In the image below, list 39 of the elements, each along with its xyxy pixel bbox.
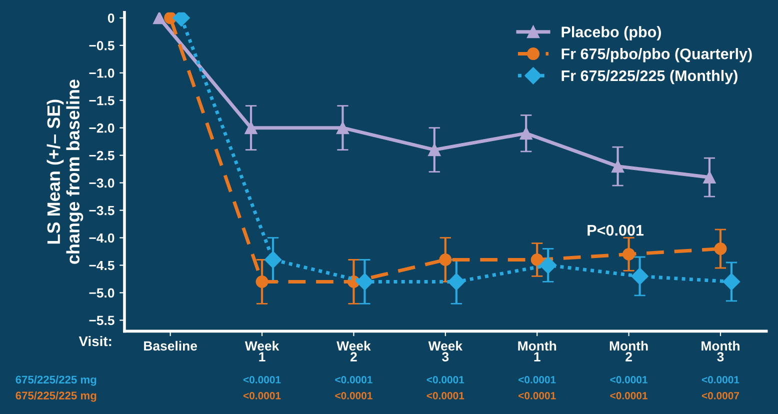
y-tick-label: −3.0	[89, 178, 114, 188]
text: <0.0001	[518, 392, 556, 400]
y-tick-label: −3.5	[89, 206, 114, 216]
y-tick-label: −2.5	[89, 150, 114, 160]
y-tick-label: −4.0	[89, 233, 114, 243]
y-tick-label: −0.5	[89, 40, 114, 50]
text: <0.0001	[610, 376, 648, 384]
text: <0.0007	[702, 392, 739, 400]
legend-label: Fr 675/225/225 (Monthly)	[562, 70, 738, 84]
x-tick-label: Week 3	[428, 340, 463, 362]
y-tick-label: −5.5	[89, 316, 114, 326]
x-tick-label: Baseline	[144, 340, 198, 351]
text: <0.0001	[702, 376, 740, 384]
text: <0.0001	[610, 392, 648, 400]
text: <0.0001	[243, 392, 281, 400]
text: <0.0001	[518, 376, 556, 384]
text: 675/225/225 mg	[16, 375, 96, 386]
y-tick-label: −1.5	[89, 96, 114, 106]
x-tick-label: Week 1	[244, 340, 280, 362]
x-tick-label: Month 3	[702, 340, 740, 362]
text: 675/225/225 mg	[16, 391, 96, 402]
y-tick-label: 0	[108, 13, 114, 23]
text: <0.0001	[426, 376, 464, 384]
annotation: P<0.001	[588, 224, 644, 236]
x-tick-label: Week 2	[336, 340, 371, 362]
y-tick-label: −5.0	[89, 288, 114, 298]
text: <0.0001	[335, 392, 372, 400]
text: <0.0001	[335, 376, 372, 384]
y-tick-label: −4.5	[89, 260, 114, 270]
x-tick-label: Month 1	[518, 340, 556, 362]
y-tick-label: −2.0	[89, 123, 114, 133]
x-axis-title: Visit:	[78, 336, 112, 346]
x-tick-label: Month 2	[610, 340, 648, 362]
text: <0.0001	[243, 376, 281, 384]
text: <0.0001	[426, 392, 464, 400]
legend-label: Placebo (pbo)	[562, 26, 661, 40]
y-axis-title: LS Mean (+/– SE) change from baseline	[46, 80, 84, 264]
y-tick-label: −1.0	[89, 68, 114, 78]
legend-label: Fr 675/pbo/pbo (Quarterly)	[562, 48, 752, 62]
